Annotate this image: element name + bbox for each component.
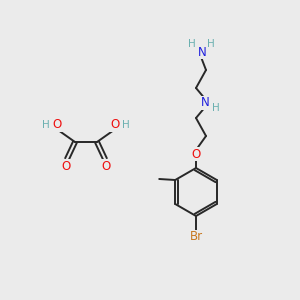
Text: N: N — [201, 97, 209, 110]
Text: O: O — [61, 160, 70, 172]
Text: O: O — [52, 118, 62, 131]
Text: H: H — [212, 103, 220, 113]
Text: O: O — [101, 160, 111, 172]
Text: H: H — [207, 39, 215, 49]
Text: H: H — [42, 120, 50, 130]
Text: H: H — [122, 120, 130, 130]
Text: N: N — [198, 46, 206, 59]
Text: H: H — [188, 39, 196, 49]
Text: Br: Br — [189, 230, 203, 244]
Text: O: O — [110, 118, 120, 131]
Text: O: O — [191, 148, 201, 160]
